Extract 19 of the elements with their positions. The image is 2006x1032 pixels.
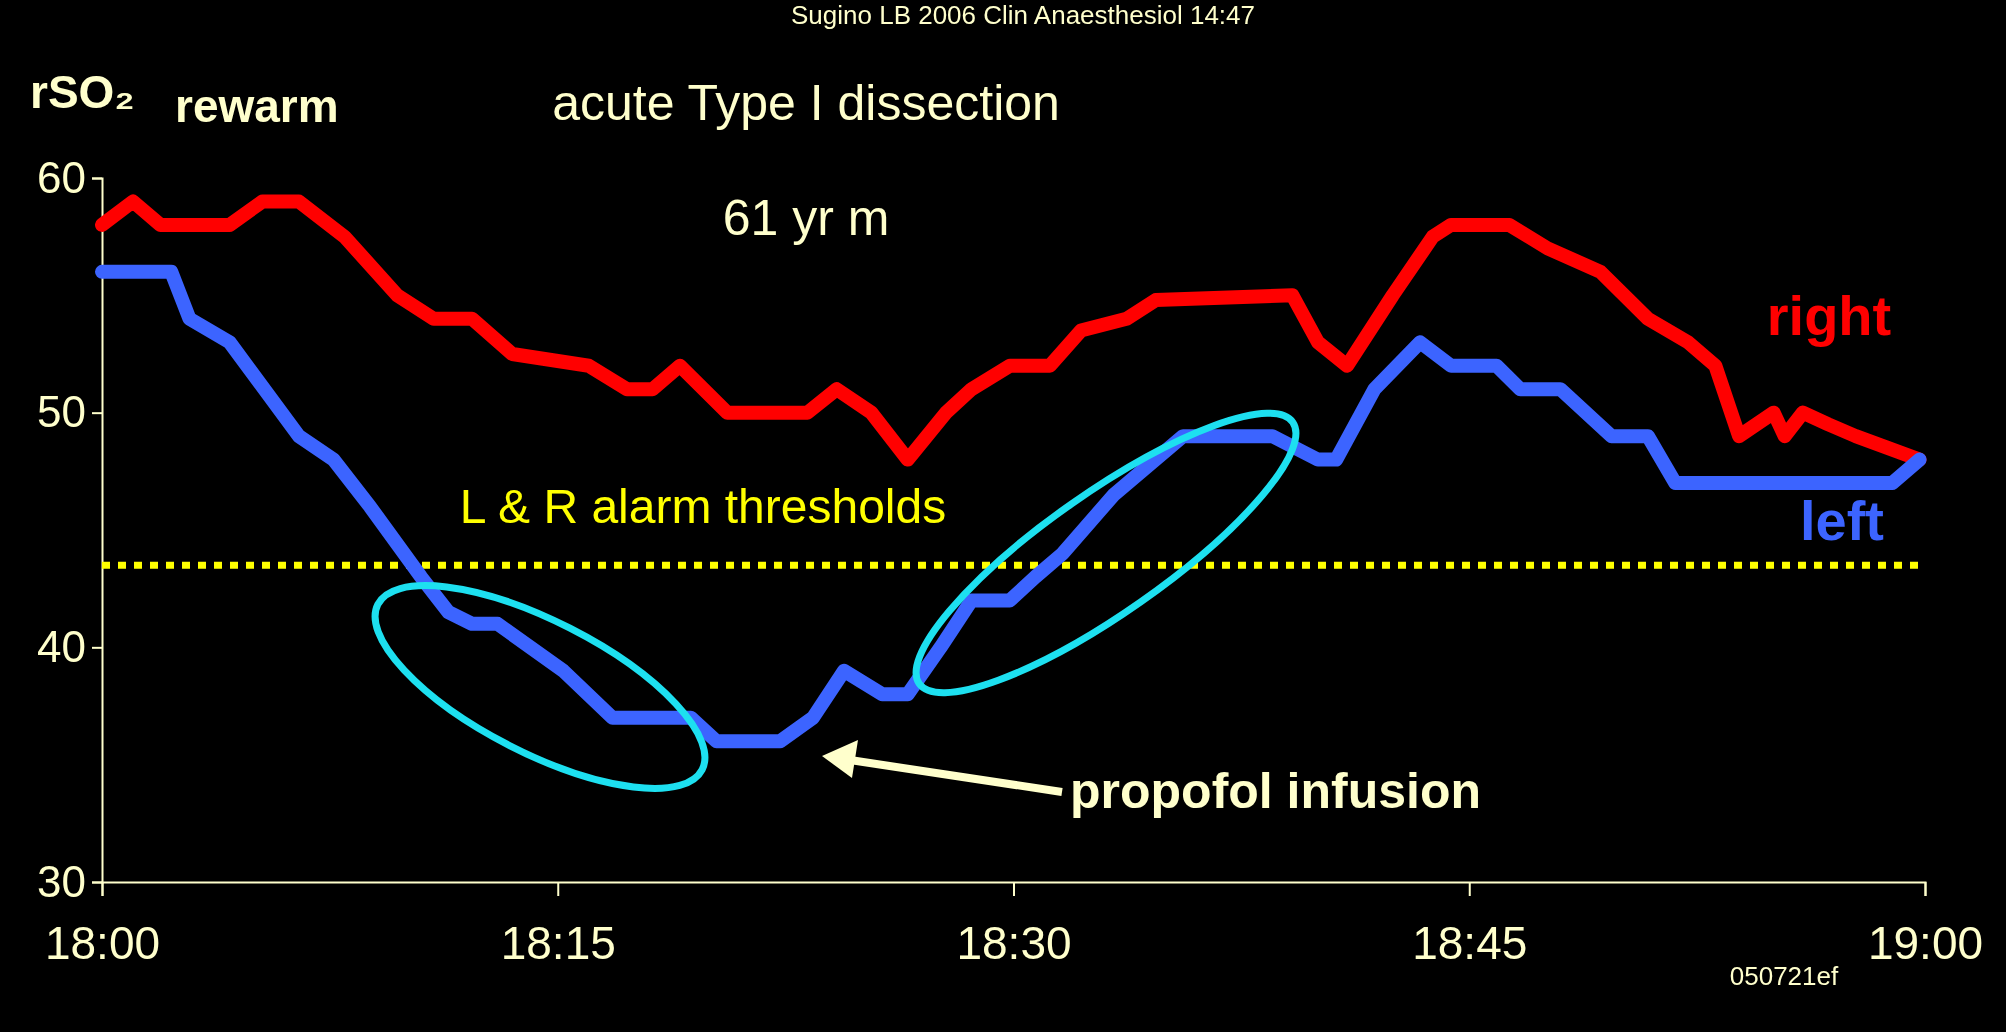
x-tick-label: 19:00 — [1867, 916, 1984, 969]
x-tick-label: 18:00 — [44, 916, 161, 969]
series-label: left — [1800, 489, 1884, 552]
text: Sugino LB 2006 Clin Anaesthesiol 14:47 — [790, 0, 1256, 30]
series-label: right — [1766, 284, 1892, 347]
x-tick-label: 18:30 — [956, 916, 1072, 969]
y-axis-title: rSO₂ — [30, 66, 135, 118]
text: 050721ef — [1729, 961, 1839, 991]
chart-subtitle: 61 yr m — [722, 190, 890, 246]
annotation: propofol infusion — [1070, 763, 1482, 819]
x-tick-label: 18:45 — [1412, 916, 1528, 969]
y-tick-label: 30 — [37, 856, 86, 906]
y-tick-label: 60 — [37, 152, 86, 202]
y-tick-label: 40 — [37, 621, 86, 671]
text: rewarm — [175, 80, 339, 132]
x-tick-label: 18:15 — [500, 916, 616, 969]
chart-title: acute Type I dissection — [552, 75, 1060, 131]
ref-line-label: L & R alarm thresholds — [459, 480, 947, 534]
y-tick-label: 50 — [37, 387, 86, 437]
